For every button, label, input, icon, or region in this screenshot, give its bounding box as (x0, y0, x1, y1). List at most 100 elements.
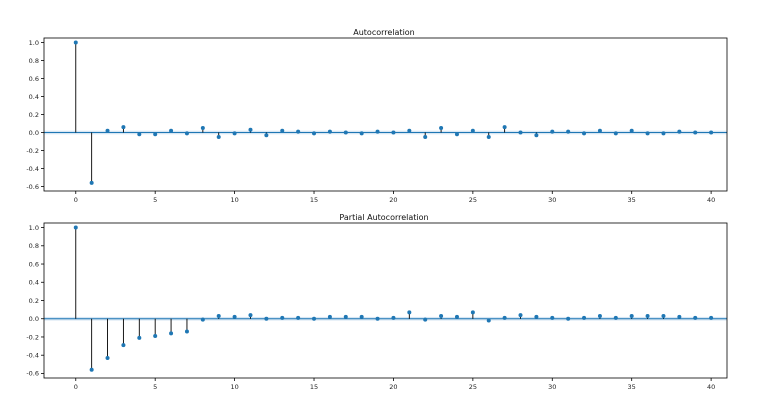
x-tick-label: 30 (548, 196, 556, 204)
lag-marker (645, 131, 650, 136)
lag-marker (184, 329, 189, 334)
lag-marker (121, 125, 126, 130)
lag-marker (423, 317, 428, 322)
x-tick-label: 20 (389, 383, 397, 391)
chart-partial-autocorrelation: Partial Autocorrelation 1.0 0.8 0.6 0.4 0.2 0… (26, 213, 728, 391)
lag-marker (439, 314, 444, 318)
x-tick-label: 0 (74, 383, 78, 391)
lag-marker (89, 180, 94, 185)
x-tick-label: 15 (310, 383, 318, 391)
x-tick-label: 5 (153, 196, 157, 204)
lag-marker (407, 128, 412, 133)
lag-marker (343, 130, 348, 135)
plot-area: 1.0 0.8 0.6 0.4 0.2 0.0 -0.2 -0.4 -0.6 0 5 10 15 20 25… (26, 39, 727, 204)
lag-marker (200, 317, 205, 322)
lag-marker (184, 131, 189, 136)
lag-marker (169, 331, 174, 336)
lag-marker (566, 129, 571, 134)
lag-marker (296, 315, 301, 320)
lag-marker (566, 316, 571, 321)
axes-frame (43, 222, 728, 379)
lag-marker (327, 129, 332, 134)
y-tick-label: 0.8 (29, 57, 39, 65)
lag-marker (597, 128, 602, 133)
lag-marker (280, 128, 285, 133)
lag-marker (153, 334, 158, 339)
chart-title: Autocorrelation (353, 28, 415, 37)
y-tick-label: 1.0 (29, 224, 39, 232)
axes-frame (43, 37, 728, 192)
lag-marker (645, 314, 650, 318)
lag-marker (582, 131, 587, 136)
lag-marker (693, 130, 698, 135)
lag-marker (534, 133, 539, 138)
x-tick-label: 0 (74, 196, 78, 204)
lag-marker (296, 129, 301, 134)
lag-marker (486, 318, 491, 323)
lag-marker (375, 316, 380, 321)
lag-marker (709, 315, 714, 320)
lag-marker (613, 131, 618, 136)
lag-marker (280, 315, 285, 320)
lag-marker (343, 314, 348, 319)
x-tick-label: 10 (230, 383, 238, 391)
lag-marker (359, 314, 364, 319)
x-tick-label: 25 (469, 196, 477, 204)
lag-marker (534, 314, 539, 319)
lag-marker (327, 314, 332, 319)
x-tick-label: 30 (548, 383, 556, 391)
lag-marker (613, 315, 618, 320)
lag-marker (629, 128, 634, 133)
x-tick-label: 5 (153, 383, 157, 391)
chart-title: Partial Autocorrelation (339, 213, 428, 222)
x-tick-label: 25 (469, 383, 477, 391)
lag-marker (73, 225, 78, 230)
lag-marker (264, 316, 269, 321)
lag-marker (470, 310, 475, 315)
lag-marker (264, 133, 269, 138)
lag-marker (423, 135, 428, 139)
lag-marker (550, 315, 555, 320)
lag-marker (232, 131, 237, 136)
lag-marker (677, 129, 682, 134)
lag-marker (391, 315, 396, 320)
lag-marker (597, 314, 602, 318)
lag-marker (248, 127, 253, 132)
y-tick-label: 0.0 (29, 315, 39, 323)
x-tick-label: 10 (230, 196, 238, 204)
lag-marker (232, 314, 237, 319)
lag-marker (89, 367, 94, 372)
y-tick-label: -0.4 (26, 352, 39, 360)
x-tick-label: 40 (707, 196, 715, 204)
y-tick-label: -0.2 (26, 333, 39, 341)
x-tick-label: 15 (310, 196, 318, 204)
lag-marker (693, 315, 698, 320)
chart-autocorrelation: Autocorrelation 1.0 0.8 0.6 0.4 0.2 0.0 -0.2 -0… (26, 28, 728, 204)
y-tick-label: 0.2 (29, 297, 39, 305)
lag-marker (454, 132, 459, 137)
lag-marker (216, 135, 221, 139)
lag-marker (216, 314, 221, 318)
y-tick-label: -0.6 (26, 370, 39, 378)
x-tick-label: 20 (389, 196, 397, 204)
x-tick-label: 40 (707, 383, 715, 391)
lag-marker (502, 315, 507, 320)
lag-marker (137, 132, 142, 137)
plot-area: 1.0 0.8 0.6 0.4 0.2 0.0 -0.2 -0.4 -0.6 0 5 10 15 20 25… (26, 224, 727, 391)
y-tick-label: 0.6 (29, 75, 39, 83)
y-tick-label: 0.4 (29, 93, 39, 101)
lag-marker (248, 313, 253, 318)
y-tick-label: -0.4 (26, 165, 39, 173)
lag-marker (391, 130, 396, 135)
lag-marker (375, 129, 380, 134)
lag-marker (550, 129, 555, 134)
lag-marker (407, 310, 412, 315)
y-tick-label: 0.4 (29, 279, 39, 287)
lag-marker (629, 314, 634, 318)
y-tick-label: 0.0 (29, 129, 39, 137)
y-tick-label: 0.2 (29, 111, 39, 119)
lag-marker (518, 313, 523, 318)
y-tick-label: -0.2 (26, 147, 39, 155)
lag-marker (486, 135, 491, 139)
lag-marker (73, 40, 78, 45)
